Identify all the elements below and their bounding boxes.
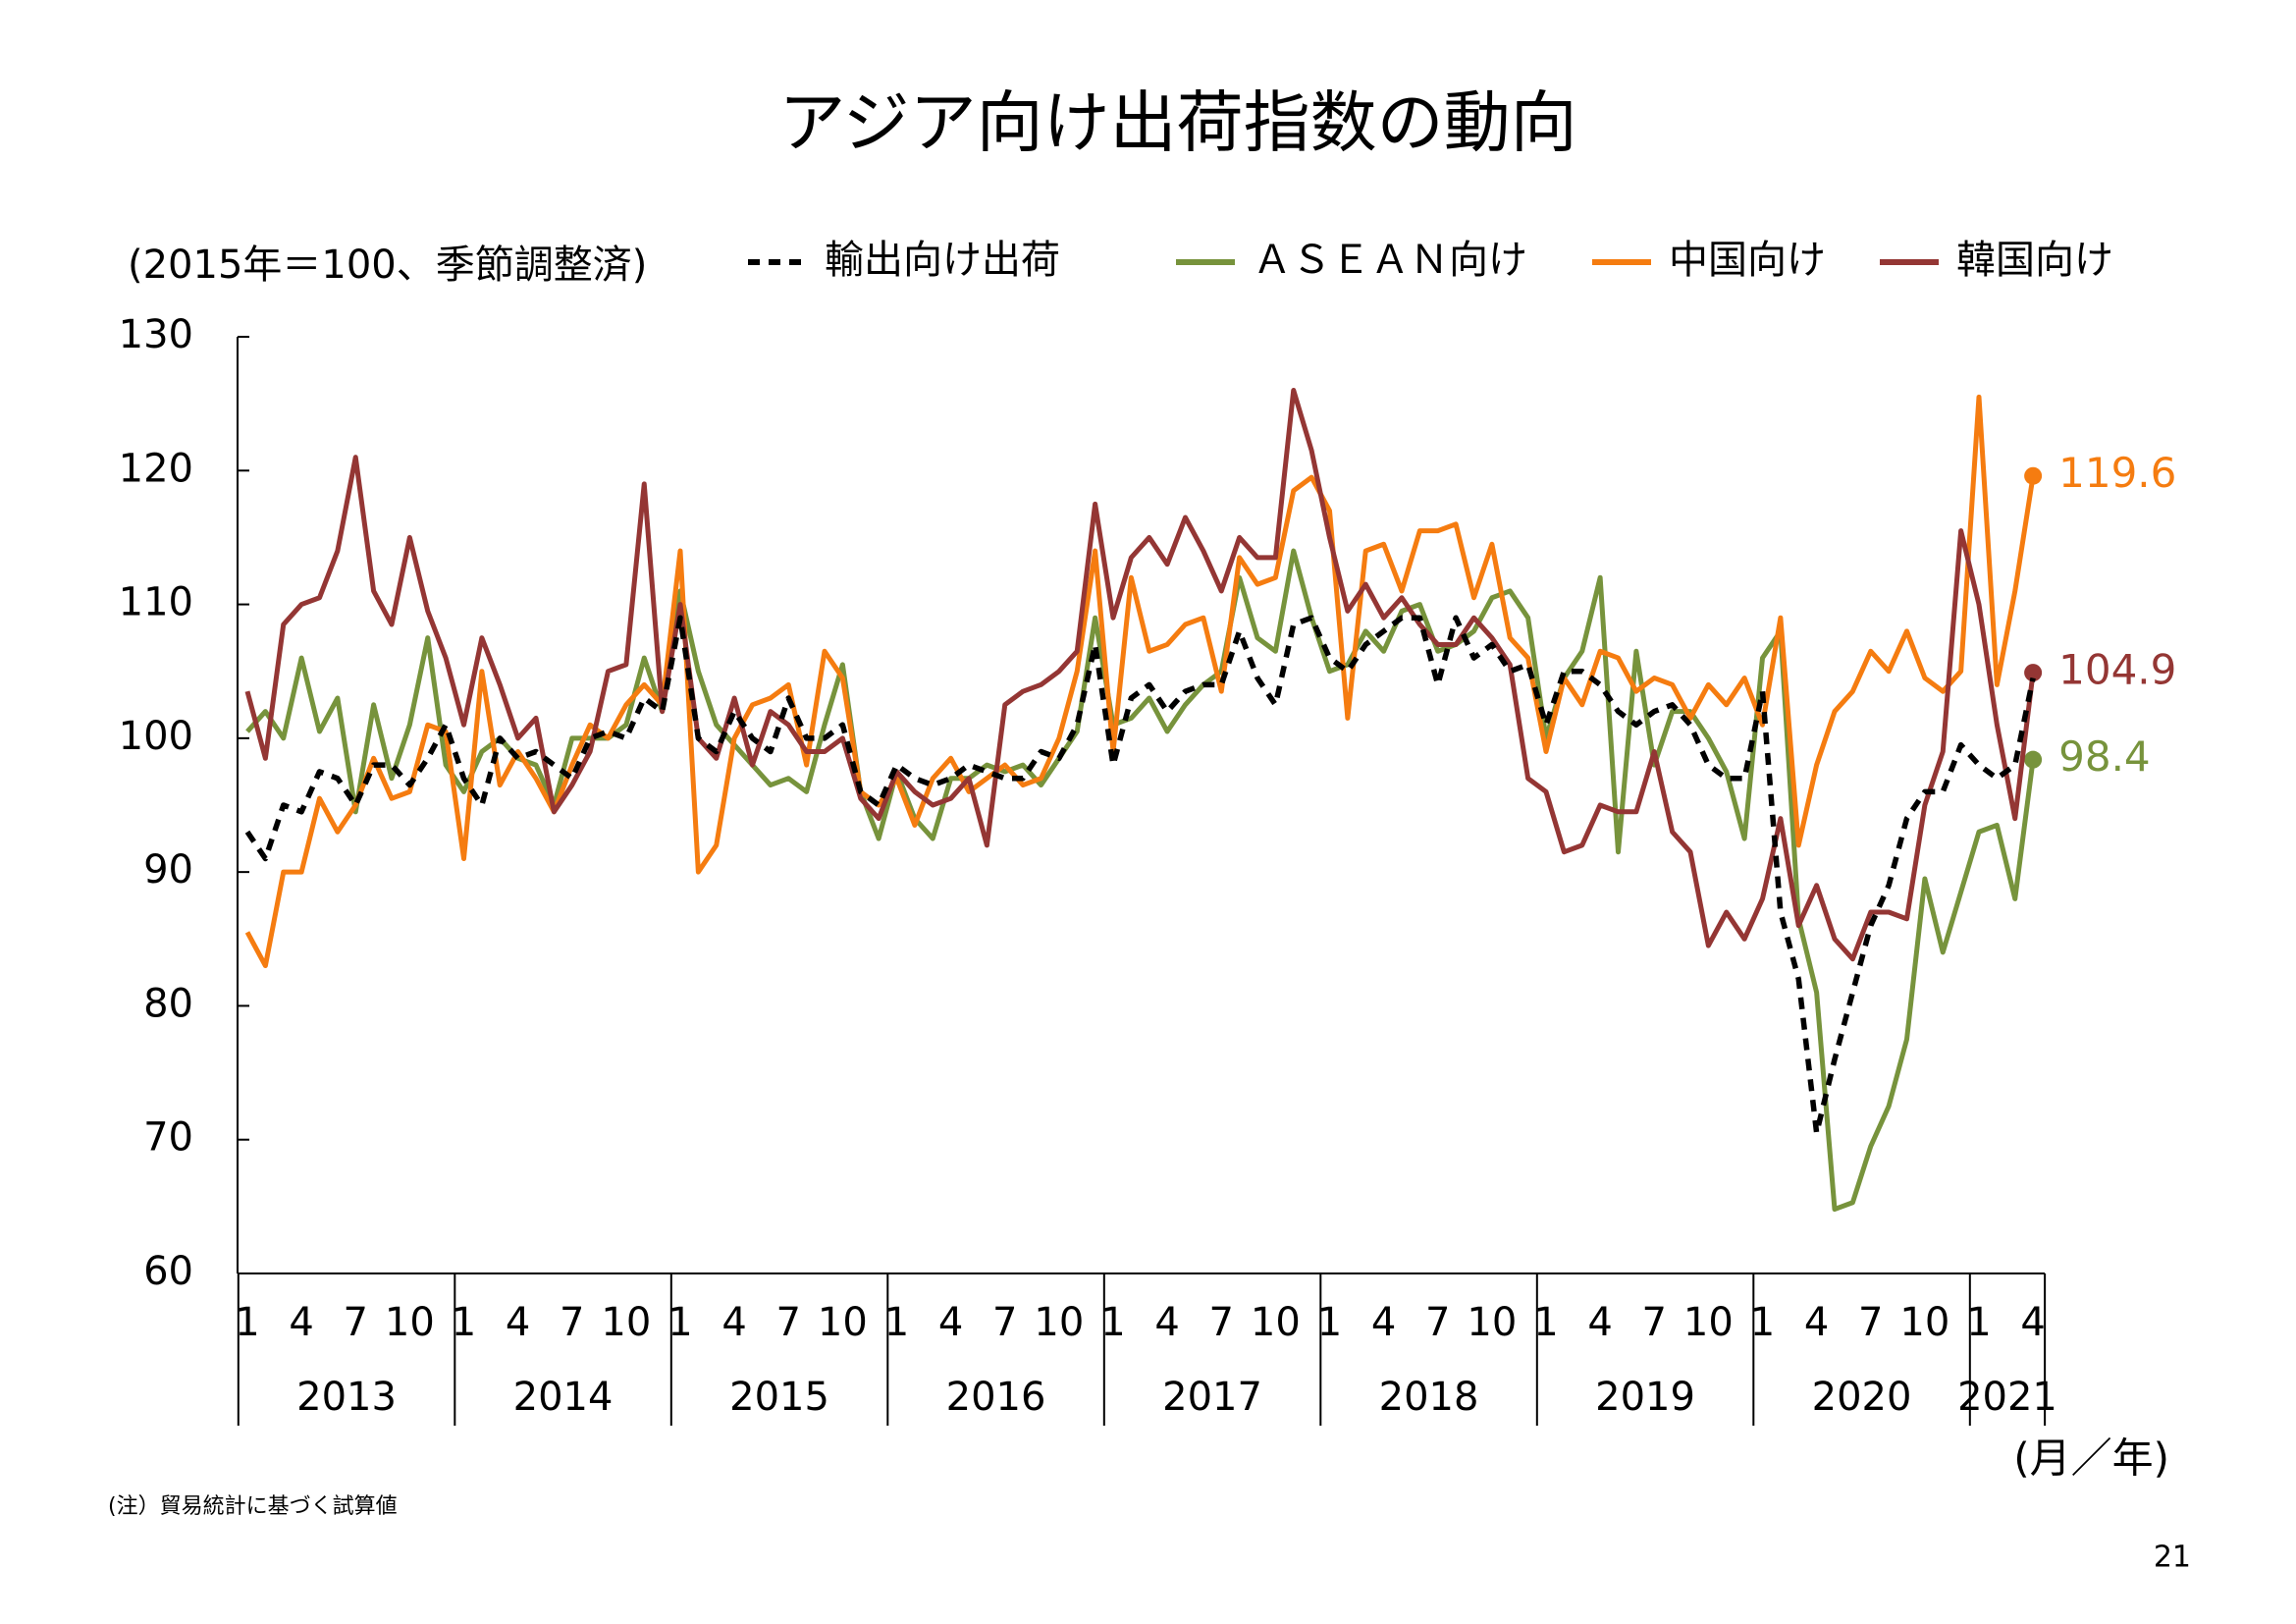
y-tick-label: 90 bbox=[143, 847, 193, 893]
x-tick-label: 7 bbox=[1425, 1300, 1450, 1345]
y-tick-label: 70 bbox=[143, 1115, 193, 1161]
legend-label: 輸出向け出荷 bbox=[825, 238, 1060, 283]
legend-label: ＡＳＥＡＮ向け bbox=[1253, 238, 1527, 283]
x-tick-label: 4 bbox=[1587, 1300, 1612, 1345]
year-label: 2013 bbox=[296, 1375, 397, 1420]
x-tick-label: 10 bbox=[601, 1300, 651, 1345]
x-axis-label: (月／年) bbox=[2013, 1435, 2169, 1483]
end-label: 119.6 bbox=[2058, 449, 2176, 497]
x-tick-label: 7 bbox=[1642, 1300, 1667, 1345]
x-tick-label: 10 bbox=[1034, 1300, 1084, 1345]
x-tick-label: 4 bbox=[1804, 1300, 1829, 1345]
x-tick-label: 10 bbox=[385, 1300, 435, 1345]
x-tick-label: 4 bbox=[2020, 1300, 2045, 1345]
year-label: 2020 bbox=[1812, 1375, 1912, 1420]
year-label: 2014 bbox=[513, 1375, 614, 1420]
x-tick-label: 7 bbox=[1209, 1300, 1234, 1345]
end-marker bbox=[2024, 664, 2043, 682]
end-label: 104.9 bbox=[2058, 646, 2176, 694]
x-tick-label: 4 bbox=[721, 1300, 746, 1345]
x-tick-label: 7 bbox=[344, 1300, 368, 1345]
y-axis-label: (2015年＝100、季節調整済) bbox=[128, 243, 647, 288]
y-tick-label: 110 bbox=[119, 580, 193, 625]
year-label: 2016 bbox=[946, 1375, 1046, 1420]
x-tick-label: 4 bbox=[289, 1300, 313, 1345]
y-tick-label: 120 bbox=[119, 446, 193, 491]
legend-label: 中国向け bbox=[1669, 238, 1826, 283]
x-tick-label: 10 bbox=[818, 1300, 868, 1345]
note: (注）貿易統計に基づく試算値 bbox=[108, 1494, 398, 1519]
x-tick-label: 4 bbox=[938, 1300, 963, 1345]
year-label: 2015 bbox=[729, 1375, 829, 1420]
year-label: 2021 bbox=[1957, 1375, 2057, 1420]
series-line bbox=[244, 615, 2036, 1136]
x-tick-label: 10 bbox=[1899, 1300, 1949, 1345]
y-tick-label: 100 bbox=[119, 714, 193, 759]
year-label: 2018 bbox=[1379, 1375, 1479, 1420]
end-label: 98.4 bbox=[2058, 732, 2151, 781]
x-tick-label: 7 bbox=[1858, 1300, 1883, 1345]
x-tick-label: 10 bbox=[1683, 1300, 1734, 1345]
y-tick-label: 130 bbox=[119, 312, 193, 357]
x-tick-label: 7 bbox=[992, 1300, 1017, 1345]
page-number: 21 bbox=[2154, 1541, 2191, 1575]
x-tick-label: 7 bbox=[560, 1300, 584, 1345]
year-label: 2019 bbox=[1595, 1375, 1695, 1420]
x-tick-label: 4 bbox=[1371, 1300, 1396, 1345]
series-line bbox=[244, 394, 2036, 969]
legend-label: 韓国向け bbox=[1956, 238, 2113, 283]
x-tick-label: 7 bbox=[776, 1300, 801, 1345]
chart-title: アジア向け出荷指数の動向 bbox=[778, 85, 1576, 163]
end-marker bbox=[2024, 466, 2043, 485]
x-tick-label: 10 bbox=[1467, 1300, 1517, 1345]
year-label: 2017 bbox=[1162, 1375, 1262, 1420]
y-tick-label: 80 bbox=[143, 981, 193, 1026]
x-tick-label: 4 bbox=[506, 1300, 530, 1345]
series-line bbox=[244, 388, 2036, 962]
y-tick-label: 60 bbox=[143, 1249, 193, 1294]
x-tick-label: 4 bbox=[1154, 1300, 1179, 1345]
series-line bbox=[245, 548, 2036, 1213]
x-tick-label: 10 bbox=[1251, 1300, 1301, 1345]
end-marker bbox=[2024, 750, 2043, 769]
